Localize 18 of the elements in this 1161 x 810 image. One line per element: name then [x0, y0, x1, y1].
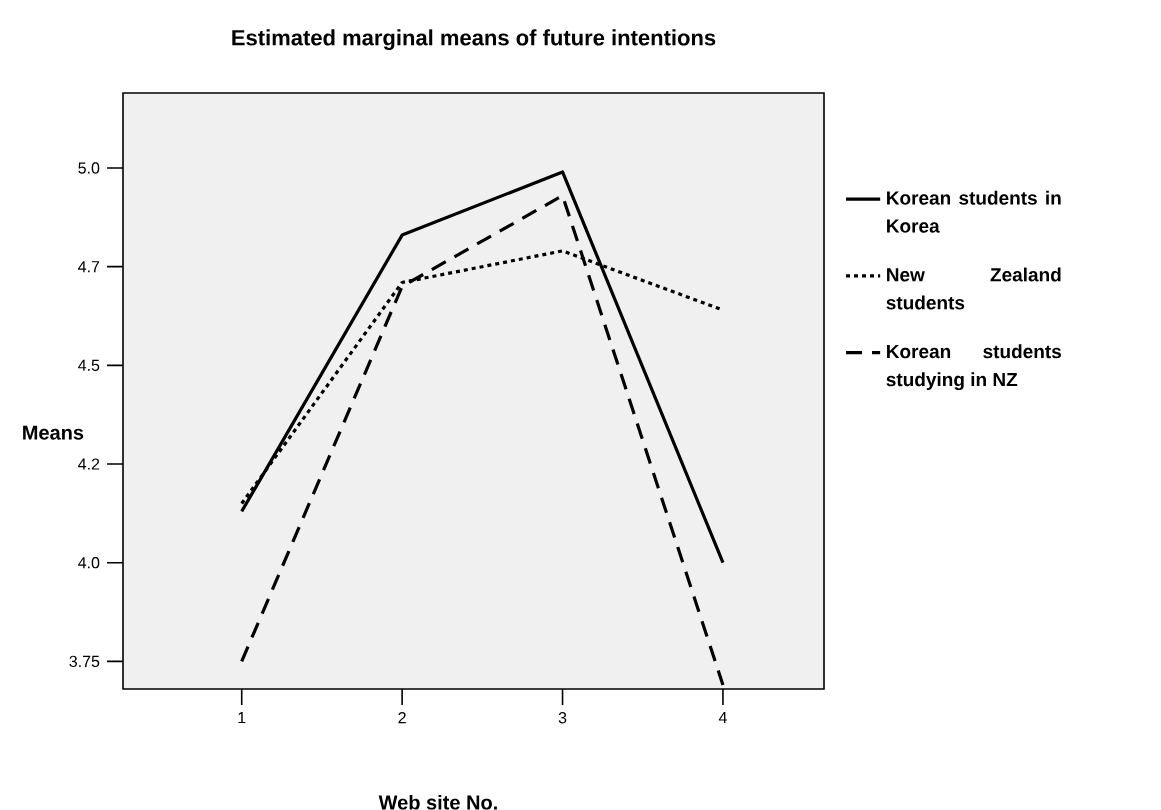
y-tick-label: 5.0	[78, 162, 100, 174]
x-tick-label: 4	[718, 712, 727, 724]
y-tick-label: 4.0	[78, 557, 100, 569]
legend-label: New Zealand students	[886, 267, 1061, 310]
line-series	[240, 170, 725, 565]
legend-label: Korean students in Korea	[887, 190, 1061, 233]
chart-title: Estimated marginal means of future intentions	[232, 29, 716, 50]
x-tick-label: 2	[398, 712, 406, 724]
y-tick-label: 4.2	[78, 458, 100, 470]
line-series	[240, 194, 725, 687]
x-axis-title: Web site No.	[378, 794, 497, 810]
legend-label: Korean students studying in NZ	[886, 344, 1061, 391]
y-tick-label: 4.7	[78, 261, 100, 273]
x-tick-label: 1	[238, 712, 246, 724]
x-tick-label: 3	[558, 712, 567, 724]
y-tick-label: 3.75	[69, 655, 100, 668]
y-axis-title: Means	[23, 425, 84, 440]
y-tick-label: 4.5	[78, 359, 100, 371]
